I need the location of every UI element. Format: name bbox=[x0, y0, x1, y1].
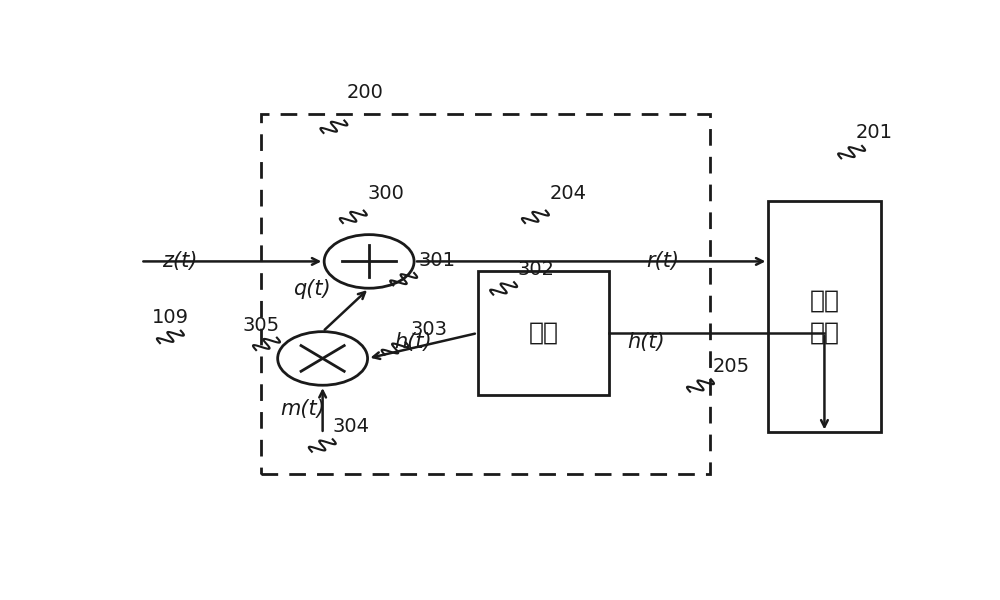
Circle shape bbox=[324, 235, 414, 288]
Circle shape bbox=[278, 332, 368, 385]
Text: 时钟: 时钟 bbox=[528, 321, 558, 345]
Text: 304: 304 bbox=[333, 418, 370, 436]
Text: m(t): m(t) bbox=[280, 399, 325, 419]
Bar bbox=[261, 113, 710, 474]
Text: 300: 300 bbox=[368, 184, 405, 203]
Text: 303: 303 bbox=[410, 320, 447, 339]
Bar bbox=[768, 202, 881, 433]
Bar bbox=[478, 271, 609, 395]
Text: 模数
转换: 模数 转换 bbox=[809, 289, 839, 344]
Text: 305: 305 bbox=[242, 316, 279, 335]
Text: 201: 201 bbox=[856, 124, 893, 142]
Text: r(t): r(t) bbox=[646, 251, 679, 271]
Text: h(t): h(t) bbox=[627, 332, 665, 352]
Text: 301: 301 bbox=[418, 251, 455, 270]
Text: 205: 205 bbox=[712, 357, 750, 376]
Text: 200: 200 bbox=[347, 83, 384, 102]
Text: 204: 204 bbox=[550, 184, 587, 203]
Text: h(t): h(t) bbox=[395, 332, 432, 352]
Text: q(t): q(t) bbox=[293, 279, 331, 299]
Text: 302: 302 bbox=[517, 260, 554, 279]
Text: 109: 109 bbox=[152, 308, 189, 327]
Text: z(t): z(t) bbox=[162, 251, 198, 271]
